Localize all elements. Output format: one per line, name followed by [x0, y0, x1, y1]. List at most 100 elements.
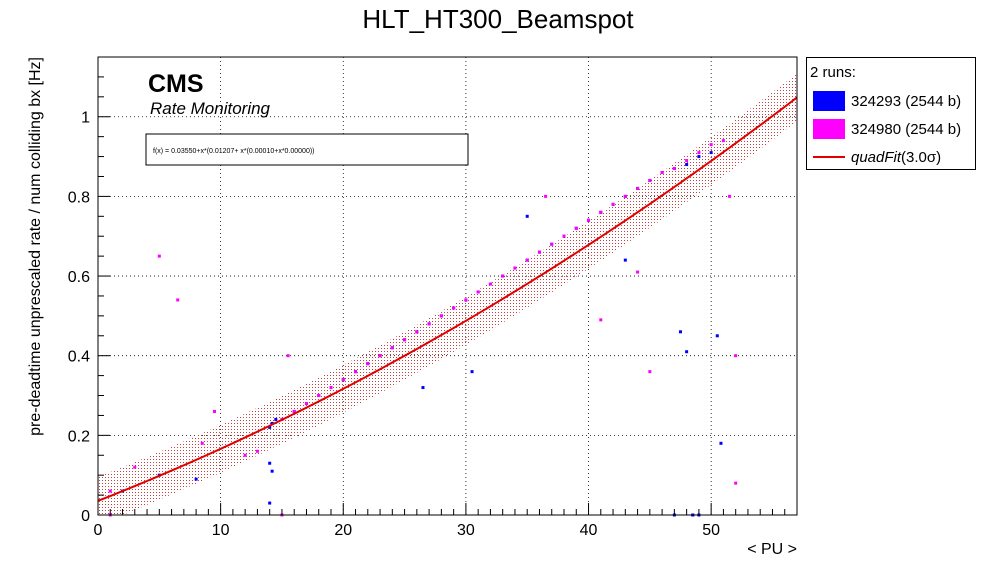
y-tick-label: 0.4 [68, 349, 90, 366]
data-point [525, 214, 529, 218]
data-point [562, 234, 566, 238]
data-point [574, 226, 578, 230]
fit-formula: f(x) = 0.03550+x*(0.01207+ x*(0.00010+x*… [153, 148, 315, 155]
x-tick-label: 0 [94, 522, 103, 539]
y-tick-label: 1 [81, 110, 90, 127]
data-point [715, 334, 719, 338]
data-point [452, 306, 456, 310]
data-point [623, 258, 627, 262]
legend-entry-324293: 324293 (2544 b) [813, 90, 961, 112]
data-point [415, 330, 419, 334]
data-point [719, 441, 723, 445]
legend-label: 324980 (2544 b) [851, 120, 962, 138]
legend-label: 324293 (2544 b) [851, 92, 962, 110]
data-point [378, 354, 382, 358]
y-tick-label: 0.2 [68, 428, 90, 445]
fit-curve [97, 96, 798, 502]
data-point [611, 202, 615, 206]
data-point [243, 453, 247, 457]
y-axis-label: pre-deadtime unprescaled rate / num coll… [27, 57, 44, 436]
legend-entry-quadfit: quadFit(3.0σ) [813, 146, 941, 168]
data-point [550, 242, 554, 246]
data-point [464, 298, 468, 302]
data-point [439, 314, 443, 318]
data-point [268, 461, 272, 465]
data-point [476, 290, 480, 294]
data-point [587, 218, 591, 222]
data-point [525, 258, 529, 262]
cms-sublabel: Rate Monitoring [150, 99, 271, 118]
legend-entry-324980: 324980 (2544 b) [813, 118, 961, 140]
data-point [255, 449, 259, 453]
data-point [427, 322, 431, 326]
data-point [157, 254, 161, 258]
data-point [176, 298, 180, 302]
data-point [685, 350, 689, 354]
fit-formula-box [145, 133, 469, 166]
data-point [286, 354, 290, 358]
data-point [470, 370, 474, 374]
data-point [317, 394, 321, 398]
data-point [734, 354, 738, 358]
data-point [636, 186, 640, 190]
data-point [697, 155, 701, 159]
data-point [513, 266, 517, 270]
data-point [636, 270, 640, 274]
data-point [537, 250, 541, 254]
legend-swatch-magenta [813, 119, 845, 139]
fit-band-area [98, 73, 797, 516]
data-point [133, 465, 137, 469]
y-tick-label: 0 [81, 508, 90, 525]
data-point [268, 501, 272, 505]
data-point [194, 477, 198, 481]
series-324980-points [108, 139, 738, 517]
data-point [709, 151, 713, 155]
y-tick-label: 0.8 [68, 189, 90, 206]
data-point [721, 139, 725, 143]
data-point [304, 401, 308, 405]
x-tick-label: 20 [334, 522, 352, 539]
data-point [270, 421, 274, 425]
data-point [697, 151, 701, 155]
data-point [672, 167, 676, 171]
legend-swatch-blue [813, 91, 845, 111]
data-point [599, 210, 603, 214]
x-tick-label: 50 [702, 522, 720, 539]
legend-label: quadFit(3.0σ) [851, 148, 942, 166]
data-point [728, 194, 732, 198]
data-point [292, 409, 296, 413]
data-point [501, 274, 505, 278]
data-point [709, 143, 713, 147]
data-point [329, 386, 333, 390]
data-point [270, 469, 274, 473]
data-point [623, 194, 627, 198]
fit-line [97, 96, 798, 502]
data-point [403, 338, 407, 342]
data-point [390, 346, 394, 350]
chart-title: HLT_HT300_Beamspot [362, 4, 634, 34]
data-point [354, 370, 358, 374]
legend-header: 2 runs: [810, 64, 856, 81]
x-tick-label: 10 [212, 522, 230, 539]
legend: 2 runs: 324293 (2544 b) 324980 (2544 b) … [806, 57, 976, 170]
plot-frame [97, 56, 798, 516]
axes: 0 10 20 30 40 50 0 0.2 0.4 0.6 0.8 1 [68, 56, 798, 539]
data-point [660, 170, 664, 174]
data-point [685, 159, 689, 163]
x-tick-label: 40 [580, 522, 598, 539]
x-axis-label: < PU > [747, 541, 797, 558]
data-point [734, 481, 738, 485]
data-point [200, 441, 204, 445]
data-point [341, 378, 345, 382]
data-point [648, 370, 652, 374]
data-point [685, 163, 689, 167]
data-point [544, 194, 548, 198]
fit-band [98, 73, 797, 516]
y-tick-label: 0.6 [68, 269, 90, 286]
data-point [213, 409, 216, 413]
data-point [268, 425, 272, 429]
data-point [366, 362, 370, 366]
cms-label: CMS [148, 70, 204, 98]
data-point [488, 282, 492, 286]
